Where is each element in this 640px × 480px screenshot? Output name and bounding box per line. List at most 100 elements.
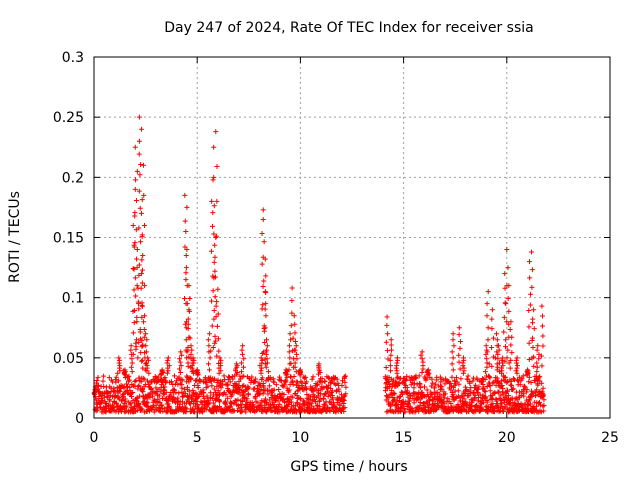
roti-background-point (325, 385, 331, 391)
roti-point (139, 357, 145, 363)
roti-point (483, 343, 489, 349)
roti-point (484, 301, 490, 307)
roti-point (284, 371, 290, 377)
roti-background-point (245, 392, 251, 398)
roti-background-point (199, 408, 205, 414)
roti-point (211, 174, 217, 180)
roti-background-point (295, 379, 301, 385)
roti-background-point (442, 391, 448, 397)
roti-background-point (343, 373, 349, 379)
roti-point (136, 262, 142, 268)
roti-point (388, 337, 394, 343)
roti-point (388, 368, 394, 374)
roti-background-point (450, 408, 456, 414)
roti-point (486, 361, 492, 367)
roti-point (136, 339, 142, 345)
roti-point (138, 126, 144, 132)
roti-point (506, 308, 512, 314)
roti-background-point (281, 382, 287, 388)
roti-point (136, 272, 142, 278)
roti-background-point (441, 401, 447, 407)
roti-background-point (485, 409, 491, 415)
roti-point (144, 360, 150, 366)
roti-background-point (127, 401, 133, 407)
roti-background-point (191, 400, 197, 406)
roti-point (527, 259, 533, 265)
roti-point (395, 357, 401, 363)
y-tick-label: 0.2 (62, 170, 84, 186)
roti-point (209, 323, 215, 329)
roti-point (479, 379, 485, 385)
roti-background-point (391, 390, 397, 396)
roti-background-point (162, 375, 168, 381)
roti-background-point (273, 382, 279, 388)
roti-background-point (120, 394, 126, 400)
roti-point (183, 265, 189, 271)
roti-point (214, 164, 220, 170)
roti-point (136, 188, 142, 194)
roti-background-point (430, 380, 436, 386)
roti-background-point (318, 391, 324, 397)
y-tick-label: 0.3 (62, 50, 84, 66)
roti-background-point (482, 389, 488, 395)
roti-background-point (156, 393, 162, 399)
roti-background-point (271, 402, 277, 408)
roti-point (482, 369, 488, 375)
roti-point (503, 301, 509, 307)
roti-point (407, 391, 413, 397)
roti-point (288, 337, 294, 343)
roti-point (209, 198, 215, 204)
roti-point (456, 352, 462, 358)
roti-background-point (269, 399, 275, 405)
roti-point (531, 326, 537, 332)
roti-point (460, 370, 466, 376)
roti-point (513, 368, 519, 374)
roti-point (137, 205, 143, 211)
roti-background-point (392, 391, 398, 397)
roti-background-point (411, 400, 417, 406)
roti-point (166, 363, 172, 369)
roti-point (539, 363, 545, 369)
roti-point (484, 364, 490, 370)
roti-point (292, 330, 298, 336)
roti-background-point (208, 375, 214, 381)
roti-background-point (193, 398, 199, 404)
roti-background-point (449, 374, 455, 380)
roti-background-point (527, 401, 533, 407)
roti-background-point (163, 389, 169, 395)
roti-point (144, 368, 150, 374)
roti-background-point (112, 392, 118, 398)
roti-background-point (208, 378, 214, 384)
roti-background-point (481, 385, 487, 391)
roti-background-point (465, 373, 471, 379)
roti-point (484, 356, 490, 362)
roti-background-point (103, 409, 109, 415)
roti-point (297, 372, 303, 378)
roti-background-point (341, 408, 347, 414)
roti-background-point (105, 390, 111, 396)
roti-background-point (233, 381, 239, 387)
roti-background-point (100, 378, 106, 384)
roti-point (288, 360, 294, 366)
roti-point (499, 370, 505, 376)
roti-point (212, 333, 218, 339)
roti-point (418, 352, 424, 358)
roti-background-point (519, 376, 525, 382)
roti-point (210, 223, 216, 229)
roti-point (186, 283, 192, 289)
roti-point (509, 350, 515, 356)
roti-background-point (158, 389, 164, 395)
data-points (91, 114, 547, 415)
roti-background-point (334, 376, 340, 382)
roti-point (387, 357, 393, 363)
roti-point (178, 349, 184, 355)
roti-background-point (476, 384, 482, 390)
roti-background-point (254, 385, 260, 391)
roti-background-point (463, 399, 469, 405)
roti-point (467, 379, 473, 385)
roti-background-point (448, 380, 454, 386)
roti-point (262, 289, 268, 295)
roti-point (461, 368, 467, 374)
roti-background-point (144, 378, 150, 384)
roti-background-point (499, 383, 505, 389)
